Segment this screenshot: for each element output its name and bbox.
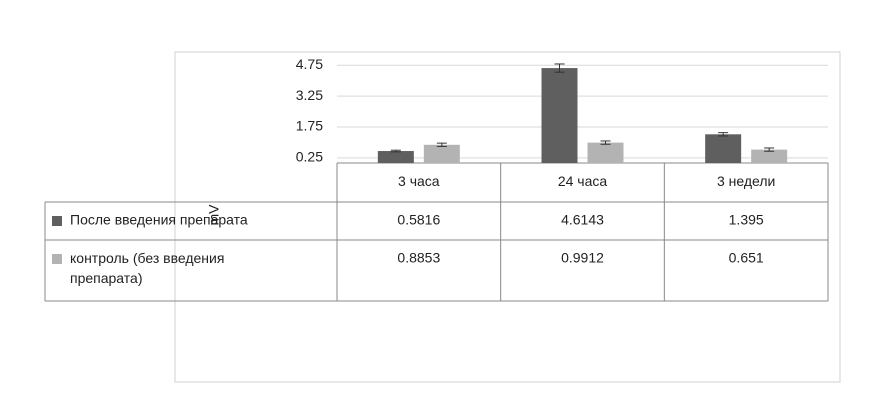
error-bar [764,147,775,152]
chart-frame [174,51,841,383]
legend-key [52,254,62,264]
table-value: 0.5816 [397,212,440,228]
table-value: 0.9912 [561,250,604,266]
legend-label-line: контроль (без введения [70,250,224,266]
bar [587,142,624,163]
category-label: 3 недели [717,173,775,189]
error-bar [718,132,729,137]
table-value: 4.6143 [561,212,604,228]
category-label: 24 часа [558,173,608,189]
legend-key [52,216,62,226]
error-bar [554,63,565,73]
error-bar [436,142,447,147]
bar [751,149,788,163]
legend-label-line: препарата) [70,270,143,286]
category-label: 3 часа [398,173,440,189]
y-tick-label: 0.25 [296,149,323,165]
y-axis-label: mV [206,204,222,226]
y-tick-label: 3.25 [296,87,323,103]
table-value: 0.651 [729,250,764,266]
table-value: 0.8853 [397,250,440,266]
bar [423,144,460,163]
y-tick-label: 4.75 [296,56,323,72]
legend-label: После введения препарата [70,212,248,228]
bar [541,68,578,163]
y-tick-label: 1.75 [296,118,323,134]
bar [705,134,742,163]
legend-label: контроль (без введения препарата) [70,250,224,286]
error-bar [390,149,401,153]
bar [377,151,414,163]
error-bar [600,140,611,145]
table-value: 1.395 [729,212,764,228]
